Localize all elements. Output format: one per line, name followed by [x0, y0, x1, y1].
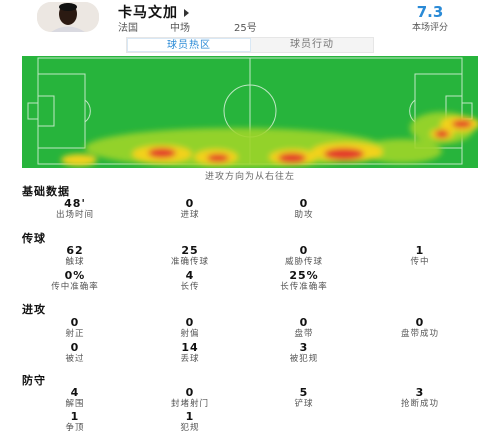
- stat-successful-dribbles: 0 盘带成功: [400, 316, 439, 340]
- player-avatar: [37, 2, 99, 32]
- stat-interceptions: 3 抢断成功: [400, 386, 439, 410]
- stat-possession-lost: 14 丢球: [180, 341, 200, 365]
- section-title-passing: 传球: [22, 232, 46, 245]
- stat-goals: 0 进球: [180, 197, 200, 221]
- heatmap-pitch: [22, 56, 478, 168]
- attack-direction-hint: 进攻方向为从右往左: [204, 172, 295, 182]
- match-rating-label: 本场评分: [411, 23, 448, 33]
- stat-shots-off-target: 0 射偏: [180, 316, 200, 340]
- stat-clearances: 4 解围: [65, 386, 85, 410]
- stat-tackles: 5 铲球: [294, 386, 314, 410]
- player-country: 法国: [118, 23, 138, 34]
- stat-aerials: 1 争顶: [65, 410, 85, 434]
- stat-shots-on-target: 0 射正: [65, 316, 85, 340]
- player-number: 25号: [234, 23, 257, 34]
- stat-long-balls: 4 长传: [180, 269, 200, 293]
- stat-key-passes: 0 威胁传球: [284, 244, 323, 268]
- stat-crosses: 1 传中: [410, 244, 430, 268]
- stat-long-ball-accuracy: 25% 长传准确率: [280, 269, 328, 293]
- stat-fouled: 3 被犯规: [289, 341, 319, 365]
- heat-zones: [61, 112, 478, 168]
- tab-bar: 球员热区 球员行动: [126, 37, 374, 53]
- player-position: 中场: [170, 23, 190, 34]
- stat-blocked-shots: 0 封堵射门: [170, 386, 209, 410]
- player-header: 卡马文加 法国 中场 25号 7.3 本场评分: [0, 0, 500, 34]
- stat-dribbles: 0 盘带: [294, 316, 314, 340]
- tab-actions[interactable]: 球员行动: [290, 39, 334, 50]
- stat-accurate-passes: 25 准确传球: [170, 244, 209, 268]
- section-title-attack: 进攻: [22, 303, 46, 316]
- stat-dribbled-past: 0 被过: [65, 341, 85, 365]
- play-triangle-icon[interactable]: [184, 9, 189, 17]
- stat-touches: 62 触球: [65, 244, 85, 268]
- tab-heatmap[interactable]: 球员热区: [127, 38, 251, 52]
- stat-cross-accuracy: 0% 传中准确率: [51, 269, 99, 293]
- section-title-basic: 基础数据: [22, 185, 70, 198]
- stat-assists: 0 助攻: [294, 197, 314, 221]
- player-meta: 法国 中场 25号: [118, 19, 257, 34]
- stat-fouls: 1 犯规: [180, 410, 200, 434]
- player-name: 卡马文加: [118, 5, 178, 21]
- section-title-defense: 防守: [22, 374, 46, 387]
- match-rating: 7.3: [416, 3, 444, 21]
- stat-minutes: 48' 出场时间: [55, 197, 94, 221]
